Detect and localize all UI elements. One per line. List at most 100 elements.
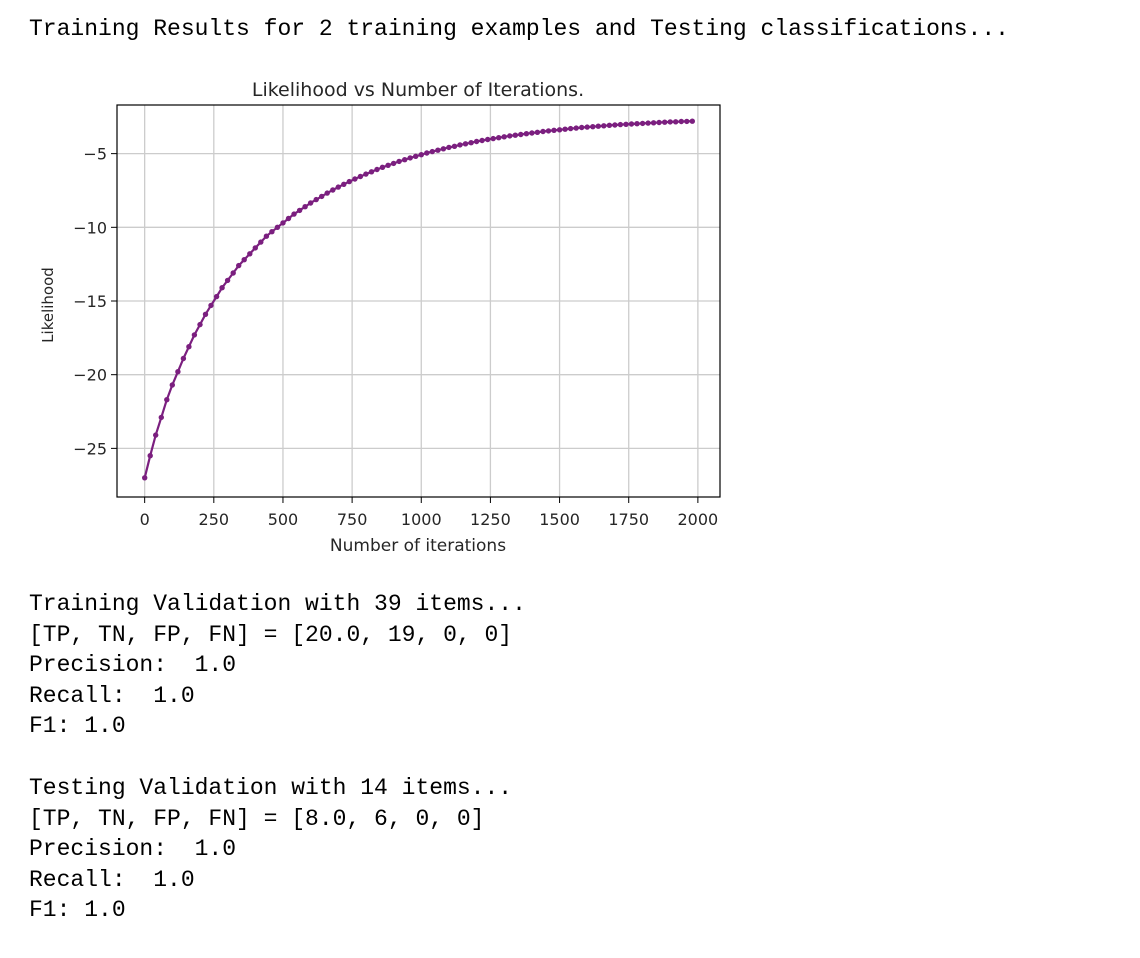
data-point: [457, 142, 463, 148]
data-point: [595, 123, 601, 129]
data-point: [402, 157, 408, 163]
data-point: [424, 150, 430, 156]
data-point: [556, 127, 563, 133]
data-point: [645, 120, 651, 126]
data-point: [634, 121, 640, 127]
data-point: [584, 124, 590, 130]
data-point: [302, 204, 308, 210]
data-point: [523, 131, 530, 137]
data-point: [396, 158, 402, 165]
data-point: [319, 193, 325, 200]
data-point: [252, 245, 258, 251]
y-axis-label: Likelihood: [39, 267, 57, 343]
likelihood-line: [143, 120, 693, 479]
data-point: [153, 432, 159, 438]
data-point: [379, 164, 386, 170]
data-point: [230, 270, 236, 276]
data-point: [224, 277, 231, 284]
results-header: Training Results for 2 training examples…: [29, 16, 1009, 42]
data-point: [191, 332, 198, 338]
data-point: [551, 127, 557, 133]
x-tick-label: 1000: [401, 510, 442, 529]
data-point: [490, 135, 496, 142]
data-point: [573, 125, 579, 131]
data-point: [673, 119, 679, 125]
data-point: [429, 148, 435, 155]
data-point: [213, 293, 220, 300]
data-point: [269, 229, 275, 235]
data-point: [579, 124, 585, 131]
data-point: [540, 128, 546, 135]
data-point: [307, 200, 314, 206]
x-tick-label: 0: [140, 510, 150, 529]
data-point: [446, 144, 452, 151]
data-point: [219, 285, 225, 291]
data-point: [368, 169, 375, 175]
testing-precision: Precision: 1.0: [29, 836, 237, 862]
data-point: [485, 136, 491, 143]
data-point: [606, 122, 613, 128]
data-point: [451, 143, 458, 149]
data-point: [202, 311, 209, 317]
data-point: [390, 160, 397, 167]
data-point: [601, 123, 607, 129]
data-point: [656, 119, 662, 126]
data-point: [534, 129, 541, 135]
data-point: [274, 224, 281, 230]
data-point: [567, 125, 574, 132]
training-confusion-counts: [TP, TN, FP, FN] = [20.0, 19, 0, 0]: [29, 622, 513, 648]
data-point: [562, 126, 568, 132]
x-tick-label: 1500: [539, 510, 580, 529]
data-point: [324, 190, 330, 196]
data-point: [507, 133, 513, 139]
data-point: [169, 382, 175, 388]
data-point: [435, 147, 441, 153]
data-point: [413, 153, 419, 159]
data-point: [357, 173, 364, 180]
data-point: [147, 453, 153, 459]
data-point: [258, 239, 264, 245]
data-point: [236, 262, 242, 269]
chart-title: Likelihood vs Number of Iterations.: [252, 79, 584, 101]
data-point: [175, 369, 181, 375]
data-point: [418, 152, 424, 158]
data-point: [529, 130, 535, 136]
data-point: [518, 131, 524, 138]
data-point: [385, 162, 391, 168]
y-tick-label: −10: [73, 218, 107, 237]
data-point: [667, 119, 673, 125]
chart-series: [142, 118, 695, 481]
data-point: [341, 181, 347, 187]
data-point: [313, 196, 319, 203]
chart-ticks: 0 250 500 750 1000 1250 1500 1750 2000 −5 −10 −15 −2…: [73, 145, 718, 529]
data-point: [197, 321, 203, 328]
data-point: [407, 155, 413, 161]
x-tick-label: 2000: [678, 510, 719, 529]
data-point: [639, 120, 646, 127]
data-point: [501, 134, 507, 140]
y-tick-label: −15: [73, 292, 107, 311]
data-point: [545, 128, 552, 134]
data-point: [496, 135, 502, 141]
x-tick-label: 1250: [470, 510, 511, 529]
data-point: [247, 251, 253, 257]
data-point: [684, 118, 690, 125]
testing-recall: Recall: 1.0: [29, 867, 195, 893]
data-point: [473, 138, 480, 145]
data-point: [462, 141, 469, 147]
data-point: [330, 187, 336, 193]
x-tick-label: 1750: [608, 510, 649, 529]
testing-confusion-counts: [TP, TN, FP, FN] = [8.0, 6, 0, 0]: [29, 806, 485, 832]
data-point: [296, 207, 303, 214]
data-point: [352, 176, 358, 182]
data-point: [280, 220, 286, 226]
data-point: [612, 122, 618, 128]
data-point: [180, 355, 187, 362]
data-point: [662, 119, 668, 125]
x-tick-label: 500: [268, 510, 299, 529]
data-point: [241, 257, 247, 263]
data-point: [363, 171, 369, 177]
testing-validation-title: Testing Validation with 14 items...: [29, 775, 513, 801]
data-point: [186, 344, 192, 350]
